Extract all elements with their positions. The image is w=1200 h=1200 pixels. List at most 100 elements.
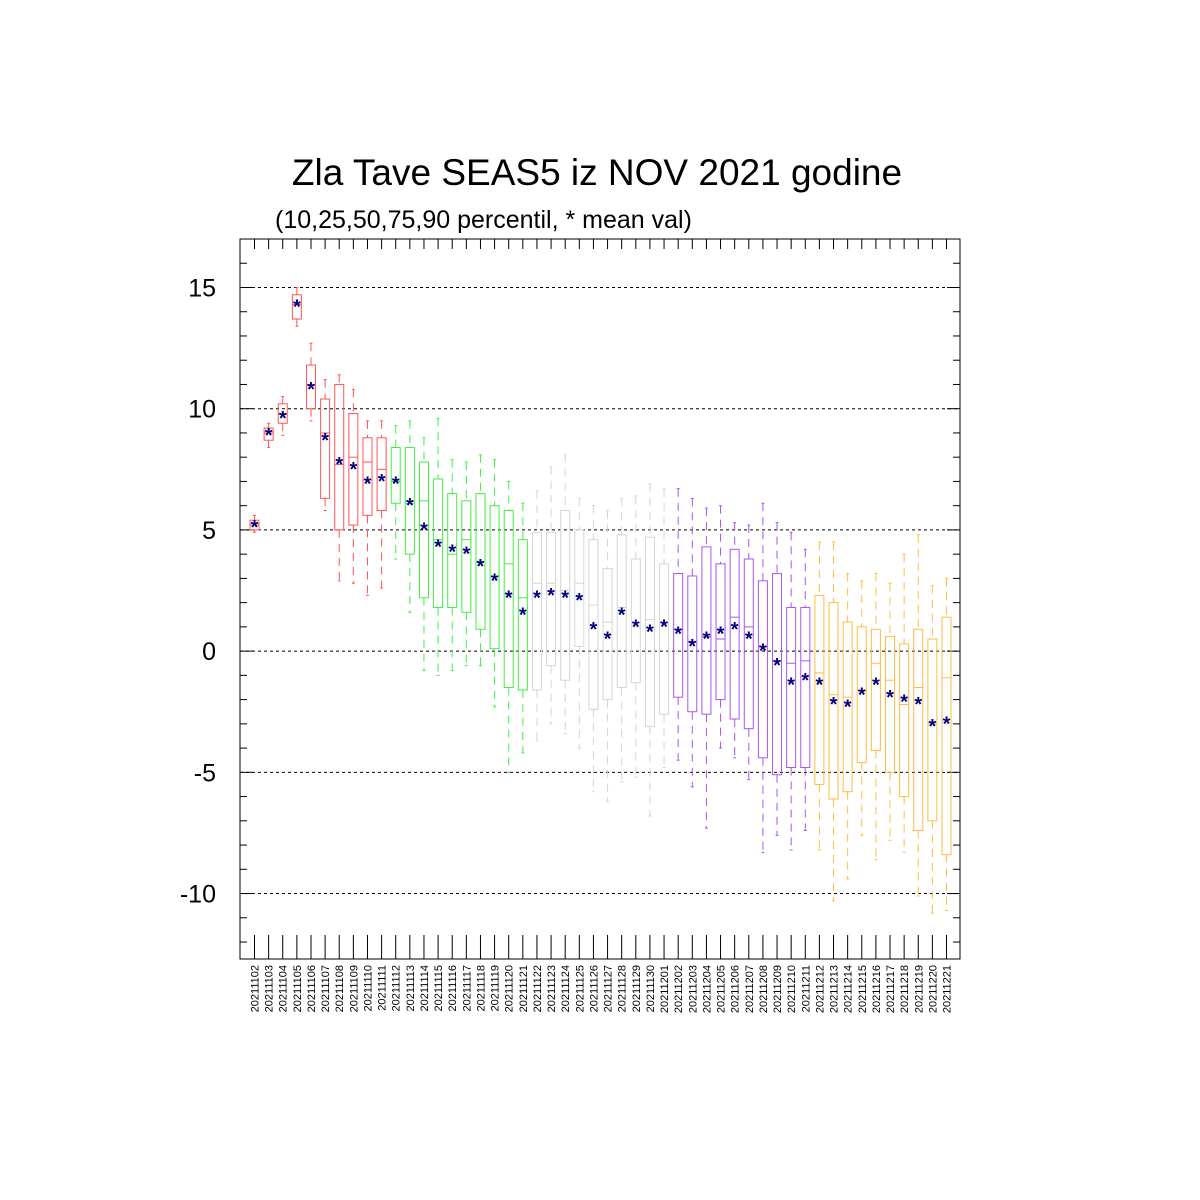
iqr-box xyxy=(574,529,585,647)
box-20211220 xyxy=(927,585,938,914)
mean-marker: * xyxy=(745,629,753,651)
x-tick-label: 20211110 xyxy=(362,965,374,1012)
x-tick-label: 20211201 xyxy=(659,965,671,1013)
iqr-box xyxy=(348,413,359,526)
axes xyxy=(240,238,960,959)
mean-markers: * * * * * * * * * * * * * * * * * * * * * * * * * * * * * * * * * * * * * * * *… xyxy=(251,296,951,737)
box-20211110 xyxy=(362,420,373,596)
mean-marker: * xyxy=(561,587,569,609)
y-tick-label: 5 xyxy=(202,517,216,545)
x-tick-label: 20211103 xyxy=(264,965,276,1012)
x-tick-label: 20211206 xyxy=(730,965,742,1013)
mean-marker: * xyxy=(533,587,541,609)
mean-marker: * xyxy=(293,296,301,318)
iqr-box xyxy=(885,636,896,773)
box-20211102 xyxy=(249,514,260,533)
x-tick-label: 20211130 xyxy=(645,965,657,1012)
box-20211123 xyxy=(546,466,557,725)
iqr-box xyxy=(447,493,458,608)
iqr-box xyxy=(913,628,924,832)
box-20211128 xyxy=(616,497,627,783)
x-tick-label: 20211204 xyxy=(701,965,713,1013)
y-tick-label: -10 xyxy=(180,881,216,909)
mean-marker: * xyxy=(844,696,852,718)
mean-marker: * xyxy=(886,687,894,709)
x-tick-label: 20211121 xyxy=(518,965,530,1012)
box-20211205 xyxy=(715,505,726,749)
x-tick-label: 20211129 xyxy=(631,965,643,1012)
mean-marker: * xyxy=(618,604,626,626)
iqr-box xyxy=(602,568,613,701)
y-tick-label: -5 xyxy=(194,759,216,787)
x-tick-label: 20211215 xyxy=(857,965,869,1013)
box-series xyxy=(249,286,952,914)
mean-marker: * xyxy=(688,636,696,658)
iqr-box xyxy=(376,437,387,512)
iqr-box xyxy=(320,398,331,499)
iqr-box xyxy=(814,594,825,785)
mean-marker: * xyxy=(547,585,555,607)
x-tick-label: 20211111 xyxy=(377,965,389,1011)
x-tick-label: 20211102 xyxy=(250,965,262,1012)
box-20211214 xyxy=(842,573,853,880)
x-tick-label: 20211107 xyxy=(320,965,332,1012)
mean-marker: * xyxy=(674,624,682,646)
mean-marker: * xyxy=(660,616,668,638)
iqr-box xyxy=(673,573,684,698)
mean-marker: * xyxy=(646,621,654,643)
mean-marker: * xyxy=(491,570,499,592)
box-20211130 xyxy=(644,483,655,817)
x-tick-label: 20211208 xyxy=(758,965,770,1013)
mean-marker: * xyxy=(265,425,273,447)
chart-subtitle: (10,25,50,75,90 percentil, * mean val) xyxy=(275,206,692,234)
mean-marker: * xyxy=(632,616,640,638)
iqr-box xyxy=(503,510,514,688)
iqr-box xyxy=(630,558,641,684)
x-tick-label: 20211210 xyxy=(786,965,798,1013)
box-20211109 xyxy=(348,388,359,584)
iqr-box xyxy=(517,539,528,691)
iqr-box xyxy=(588,539,599,710)
mean-marker: * xyxy=(759,641,767,663)
box-20211206 xyxy=(729,522,740,759)
x-tick-label: 20211119 xyxy=(490,965,502,1012)
mean-marker: * xyxy=(815,675,823,697)
x-tick-label: 20211127 xyxy=(603,965,615,1012)
mean-marker: * xyxy=(279,408,287,430)
mean-marker: * xyxy=(943,713,951,735)
mean-marker: * xyxy=(392,473,400,495)
box-20211118 xyxy=(475,454,486,667)
x-tick-label: 20211116 xyxy=(447,965,459,1012)
x-tick-label: 20211217 xyxy=(885,965,897,1013)
x-tick-label: 20211113 xyxy=(405,965,417,1012)
box-20211113 xyxy=(404,420,415,613)
x-tick-label: 20211221 xyxy=(942,965,954,1013)
box-20211124 xyxy=(560,454,571,735)
x-tick-label: 20211118 xyxy=(475,965,487,1012)
mean-marker: * xyxy=(462,544,470,566)
box-20211216 xyxy=(870,573,881,861)
box-20211204 xyxy=(701,507,712,829)
box-20211202 xyxy=(673,488,684,761)
mean-marker: * xyxy=(477,556,485,578)
x-tick-label: 20211216 xyxy=(871,965,883,1013)
x-tick-label: 20211120 xyxy=(504,965,516,1012)
x-tick-label: 20211114 xyxy=(419,965,431,1012)
mean-marker: * xyxy=(604,629,612,651)
box-20211105 xyxy=(291,286,302,327)
iqr-box xyxy=(729,548,740,720)
x-tick-label: 20211115 xyxy=(433,965,445,1012)
x-tick-label: 20211212 xyxy=(814,965,826,1013)
mean-marker: * xyxy=(335,454,343,476)
box-20211212 xyxy=(814,541,825,851)
mean-marker: * xyxy=(787,675,795,697)
x-tick-label: 20211205 xyxy=(716,965,728,1013)
box-20211104 xyxy=(277,396,288,436)
iqr-box xyxy=(941,616,952,856)
mean-marker: * xyxy=(448,541,456,563)
x-tick-label: 20211213 xyxy=(829,965,841,1013)
box-20211115 xyxy=(433,417,444,676)
box-20211207 xyxy=(743,524,754,781)
iqr-box xyxy=(390,446,401,504)
